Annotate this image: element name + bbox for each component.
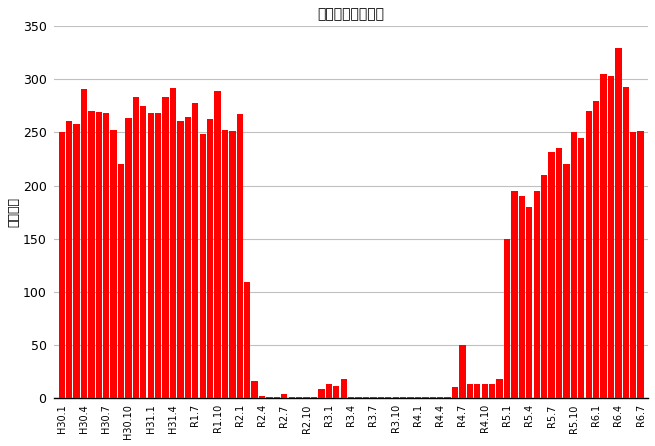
Bar xyxy=(274,397,280,398)
Bar xyxy=(519,196,525,398)
Bar xyxy=(548,152,555,398)
Bar xyxy=(534,191,540,398)
Title: 訪日外客数の推移: 訪日外客数の推移 xyxy=(318,7,384,21)
Bar xyxy=(267,397,272,398)
Bar xyxy=(481,384,488,398)
Bar xyxy=(348,397,354,398)
Bar xyxy=(281,394,288,398)
Bar xyxy=(430,397,436,398)
Bar xyxy=(541,175,548,398)
Bar xyxy=(437,397,443,398)
Bar xyxy=(111,130,117,398)
Bar xyxy=(467,384,473,398)
Bar xyxy=(311,397,317,398)
Bar xyxy=(170,88,176,398)
Bar xyxy=(81,89,87,398)
Bar xyxy=(385,397,392,398)
Bar xyxy=(229,132,236,398)
Bar xyxy=(326,384,332,398)
Bar xyxy=(615,48,622,398)
Y-axis label: （万人）: （万人） xyxy=(7,197,20,227)
Bar xyxy=(571,132,577,398)
Bar xyxy=(185,116,191,398)
Bar xyxy=(556,149,562,398)
Bar xyxy=(178,121,183,398)
Bar xyxy=(496,379,503,398)
Bar xyxy=(66,121,72,398)
Bar xyxy=(289,397,295,398)
Bar xyxy=(155,113,161,398)
Bar xyxy=(333,386,339,398)
Bar xyxy=(88,111,94,398)
Bar xyxy=(200,133,206,398)
Bar xyxy=(623,87,629,398)
Bar xyxy=(140,106,147,398)
Bar xyxy=(630,132,637,398)
Bar xyxy=(341,379,347,398)
Bar xyxy=(259,396,265,398)
Bar xyxy=(125,118,132,398)
Bar xyxy=(586,111,592,398)
Bar xyxy=(445,397,451,398)
Bar xyxy=(96,112,102,398)
Bar xyxy=(422,397,428,398)
Bar xyxy=(637,132,644,398)
Bar xyxy=(58,132,65,398)
Bar xyxy=(214,91,221,398)
Bar xyxy=(593,101,599,398)
Bar xyxy=(244,282,250,398)
Bar xyxy=(512,191,517,398)
Bar xyxy=(601,74,607,398)
Bar xyxy=(162,97,169,398)
Bar xyxy=(236,115,243,398)
Bar xyxy=(400,397,406,398)
Bar xyxy=(608,76,614,398)
Bar xyxy=(356,397,362,398)
Bar xyxy=(296,397,303,398)
Bar xyxy=(489,384,495,398)
Bar xyxy=(207,119,214,398)
Bar xyxy=(378,397,384,398)
Bar xyxy=(504,239,510,398)
Bar xyxy=(407,397,414,398)
Bar xyxy=(392,397,399,398)
Bar xyxy=(73,124,80,398)
Bar xyxy=(459,345,466,398)
Bar xyxy=(526,207,533,398)
Bar xyxy=(563,164,570,398)
Bar xyxy=(318,389,325,398)
Bar xyxy=(118,164,124,398)
Bar xyxy=(303,397,310,398)
Bar xyxy=(370,397,377,398)
Bar xyxy=(147,113,154,398)
Bar xyxy=(192,103,198,398)
Bar xyxy=(363,397,369,398)
Bar xyxy=(452,387,458,398)
Bar xyxy=(222,130,228,398)
Bar xyxy=(252,381,258,398)
Bar xyxy=(415,397,421,398)
Bar xyxy=(578,138,584,398)
Bar xyxy=(474,384,481,398)
Bar xyxy=(133,97,139,398)
Bar xyxy=(103,113,109,398)
